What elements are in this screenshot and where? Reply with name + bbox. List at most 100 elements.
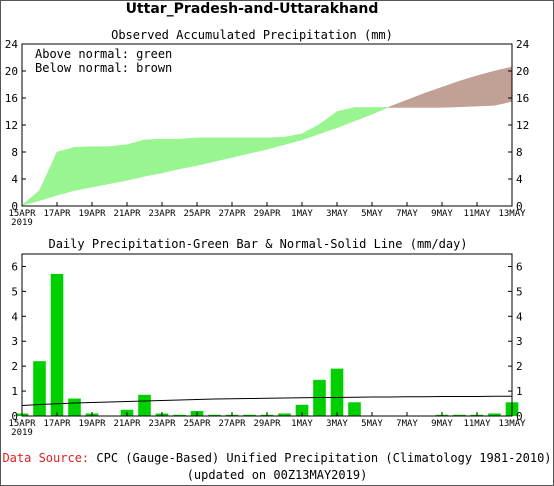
x-tick-label: 25APR xyxy=(183,209,211,219)
y-tick-label-left: 0 xyxy=(11,410,18,423)
daily-precip-bar xyxy=(173,414,186,416)
y-tick-label-right: 16 xyxy=(516,92,529,105)
x-tick-label: 23APR xyxy=(148,419,176,429)
legend-above-normal: Above normal: green xyxy=(35,47,172,61)
accumulation-fill-segment xyxy=(126,139,145,181)
accumulation-fill-segment xyxy=(284,133,303,145)
accumulation-fill-segment xyxy=(179,137,198,170)
x-tick-year: 2019 xyxy=(11,428,33,438)
y-tick-label-left: 4 xyxy=(11,310,18,323)
x-tick-label: 5MAY xyxy=(361,209,383,219)
x-tick-label: 25APR xyxy=(183,419,211,429)
accumulated-chart-title: Observed Accumulated Precipitation (mm) xyxy=(111,28,393,42)
accumulation-fill-segment xyxy=(196,137,215,166)
daily-precip-bar xyxy=(453,414,466,416)
y-tick-label-right: 5 xyxy=(516,285,523,298)
plot-border xyxy=(21,253,513,417)
accumulation-fill-segment xyxy=(494,66,513,106)
accumulation-fill-segment xyxy=(74,146,93,191)
x-tick-label: 9MAY xyxy=(431,419,453,429)
y-tick-label-right: 1 xyxy=(516,385,523,398)
x-tick-label: 11MAY xyxy=(463,209,491,219)
x-tick-label: 13MAY xyxy=(498,209,526,219)
accumulation-fill-segment xyxy=(39,151,58,201)
y-tick-label-left: 1 xyxy=(11,385,18,398)
x-tick-label: 5MAY xyxy=(361,419,383,429)
daily-precip-bar xyxy=(243,414,256,416)
chart-title: Uttar_Pradesh-and-Uttarakhand xyxy=(126,1,379,17)
legend-below-normal: Below normal: brown xyxy=(35,61,172,75)
accumulation-fill-segment xyxy=(319,111,338,135)
daily-precip-bar xyxy=(138,394,151,416)
accumulation-fill-segment xyxy=(266,136,285,150)
daily-precip-bar xyxy=(295,404,309,416)
x-tick-label: 7MAY xyxy=(396,209,418,219)
y-tick-label-right: 0 xyxy=(516,410,523,423)
accumulation-fill-segment xyxy=(476,70,495,107)
y-tick-label-left: 3 xyxy=(11,335,18,348)
accumulation-fill-segment xyxy=(441,80,460,108)
y-tick-label-left: 0 xyxy=(11,200,18,213)
accumulation-fill-segment xyxy=(371,107,389,115)
y-tick-label-left: 6 xyxy=(11,260,18,273)
updated-timestamp: (updated on 00Z13MAY2019) xyxy=(187,468,368,482)
y-tick-label-right: 2 xyxy=(516,360,523,373)
data-source-label: Data Source: xyxy=(2,451,89,465)
x-tick-label: 27APR xyxy=(218,209,246,219)
x-tick-label: 19APR xyxy=(78,419,106,429)
daily-precip-bar xyxy=(33,361,46,416)
y-tick-label-left: 16 xyxy=(5,92,18,105)
x-tick-label: 21APR xyxy=(113,419,141,429)
accumulation-fill-segment xyxy=(109,144,128,185)
y-tick-label-right: 4 xyxy=(516,310,523,323)
y-tick-label-left: 20 xyxy=(5,65,18,78)
accumulation-fill-segment xyxy=(336,107,355,129)
x-tick-label: 3MAY xyxy=(326,209,348,219)
x-tick-label: 3MAY xyxy=(326,419,348,429)
daily-precip-bar xyxy=(50,273,64,416)
x-tick-label: 1MAY xyxy=(291,209,313,219)
y-tick-label-left: 8 xyxy=(11,146,18,159)
x-tick-label: 27APR xyxy=(218,419,246,429)
x-tick-label: 17APR xyxy=(43,419,71,429)
accumulation-fill-segment xyxy=(249,137,268,154)
normal-precip-line xyxy=(21,395,512,407)
y-tick-label-left: 24 xyxy=(5,38,19,51)
y-tick-label-right: 24 xyxy=(516,38,530,51)
x-tick-label: 1MAY xyxy=(291,419,313,429)
x-tick-label: 15APR xyxy=(8,209,36,219)
y-tick-label-left: 12 xyxy=(5,119,18,132)
y-tick-label-right: 6 xyxy=(516,260,523,273)
accumulation-fill-segment xyxy=(424,86,443,108)
accumulation-fill-segment xyxy=(56,146,75,196)
accumulation-fill-segment xyxy=(144,138,163,177)
y-tick-label-right: 0 xyxy=(516,200,523,213)
accumulation-fill-segment xyxy=(354,107,373,122)
daily-precip-bar xyxy=(278,413,291,416)
daily-precip-bar xyxy=(348,402,361,416)
data-source-line: Data Source: CPC (Gauge-Based) Unified P… xyxy=(2,451,551,465)
accumulation-fill-segment xyxy=(214,137,233,162)
accumulation-fill-segment xyxy=(161,138,180,174)
daily-precip-bar xyxy=(330,368,344,416)
accumulation-fill-segment xyxy=(406,92,425,108)
y-tick-label-right: 8 xyxy=(516,146,523,159)
daily-chart-title: Daily Precipitation-Green Bar & Normal-S… xyxy=(48,237,467,251)
x-tick-label: 13MAY xyxy=(498,419,526,429)
x-tick-label: 19APR xyxy=(78,209,106,219)
y-tick-label-left: 4 xyxy=(11,173,18,186)
y-tick-label-right: 3 xyxy=(516,335,523,348)
x-tick-year: 2019 xyxy=(11,218,33,228)
x-tick-label: 17APR xyxy=(43,209,71,219)
x-tick-label: 21APR xyxy=(113,209,141,219)
y-tick-label-right: 12 xyxy=(516,119,529,132)
daily-precip-bar xyxy=(208,414,221,416)
y-tick-label-right: 20 xyxy=(516,65,529,78)
accumulation-fill-segment xyxy=(21,189,40,206)
data-source-text: CPC (Gauge-Based) Unified Precipitation … xyxy=(89,451,551,465)
x-tick-label: 29APR xyxy=(253,209,281,219)
daily-precip-bar xyxy=(68,398,81,416)
